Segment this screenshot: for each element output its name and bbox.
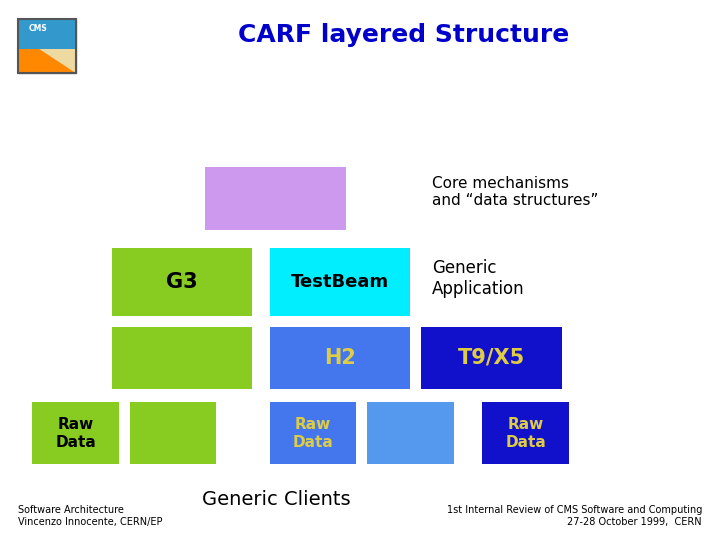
Bar — [367, 402, 454, 464]
Text: Software Architecture
Vincenzo Innocente, CERN/EP: Software Architecture Vincenzo Innocente… — [18, 505, 163, 526]
Bar — [112, 248, 252, 316]
Text: Core mechanisms
and “data structures”: Core mechanisms and “data structures” — [432, 176, 598, 208]
Text: Generic
Application: Generic Application — [432, 259, 525, 298]
Bar — [130, 402, 216, 464]
Bar — [18, 19, 76, 73]
Bar — [270, 402, 356, 464]
Bar — [421, 327, 562, 389]
Text: G3: G3 — [166, 272, 197, 292]
Bar — [205, 167, 346, 230]
Text: Raw
Data: Raw Data — [293, 417, 333, 449]
Bar — [18, 19, 76, 73]
Text: Raw
Data: Raw Data — [55, 417, 96, 449]
Bar — [270, 327, 410, 389]
Bar — [32, 402, 119, 464]
Bar — [112, 327, 252, 389]
Text: H2: H2 — [324, 348, 356, 368]
Text: 1st Internal Review of CMS Software and Computing
27-28 October 1999,  CERN: 1st Internal Review of CMS Software and … — [446, 505, 702, 526]
Bar — [270, 248, 410, 316]
Text: Generic Clients: Generic Clients — [202, 490, 350, 509]
Text: TestBeam: TestBeam — [291, 273, 390, 291]
Bar — [18, 19, 76, 73]
Bar — [482, 402, 569, 464]
Text: CARF layered Structure: CARF layered Structure — [238, 23, 569, 47]
Text: CMS: CMS — [29, 24, 48, 33]
Polygon shape — [18, 35, 76, 73]
Bar — [18, 19, 76, 49]
Text: Raw
Data: Raw Data — [505, 417, 546, 449]
Text: T9/X5: T9/X5 — [458, 348, 525, 368]
